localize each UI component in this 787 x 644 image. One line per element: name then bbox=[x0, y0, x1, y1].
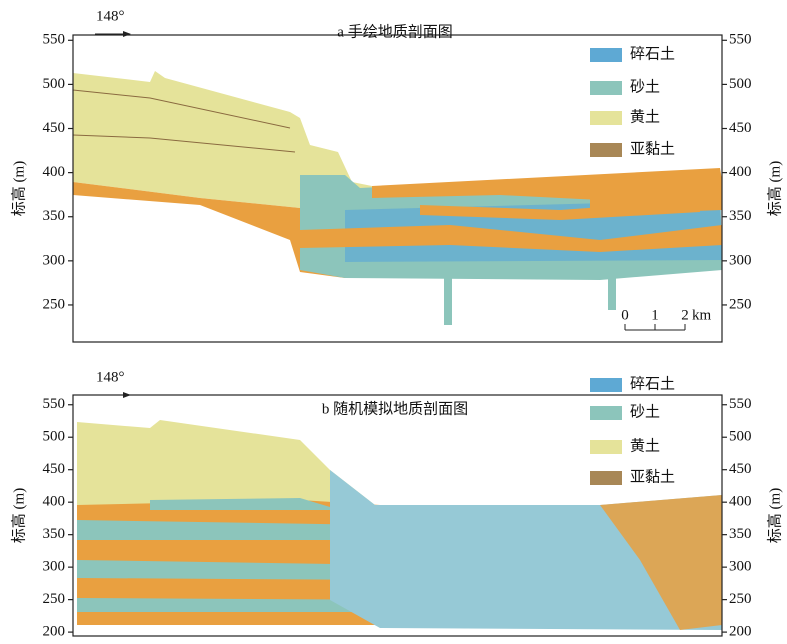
section-b bbox=[77, 420, 722, 630]
y2-tick-label: 400 bbox=[729, 164, 752, 180]
y-axis-label: 标高 (m) bbox=[10, 488, 27, 543]
y2-tick-label: 500 bbox=[729, 429, 752, 445]
y-tick-label: 500 bbox=[43, 76, 66, 92]
y-axis-label: 标高 (m) bbox=[10, 161, 27, 216]
section-a bbox=[73, 71, 722, 325]
legend-swatch bbox=[590, 48, 622, 62]
y-tick-label: 550 bbox=[43, 32, 66, 48]
direction-label: 148° bbox=[96, 8, 125, 24]
y-tick-label: 450 bbox=[43, 461, 66, 477]
y-tick-label: 300 bbox=[43, 252, 66, 268]
y-tick-label: 350 bbox=[43, 208, 66, 224]
y-tick-label: 500 bbox=[43, 429, 66, 445]
y2-tick-label: 500 bbox=[729, 76, 752, 92]
y2-tick-label: 300 bbox=[729, 252, 752, 268]
y-tick-label: 200 bbox=[43, 624, 66, 640]
figure: 250 250 300 300 350 350 400 400 450 450 500 500 550 5… bbox=[0, 0, 787, 644]
scale-label: 2 bbox=[681, 307, 689, 323]
y2-tick-label: 450 bbox=[729, 120, 752, 136]
y2-tick-label: 550 bbox=[729, 32, 752, 48]
legend-label: 黄土 bbox=[630, 437, 660, 454]
y-tick-label: 400 bbox=[43, 494, 66, 510]
y2-tick-label: 300 bbox=[729, 559, 752, 575]
y2-tick-label: 350 bbox=[729, 526, 752, 542]
legend-label: 亚黏土 bbox=[630, 140, 675, 157]
legend-swatch bbox=[590, 471, 622, 485]
legend-swatch bbox=[590, 81, 622, 95]
y2-tick-label: 350 bbox=[729, 208, 752, 224]
y-tick-label: 250 bbox=[43, 296, 66, 312]
y2-axis-label: 标高 (m) bbox=[766, 161, 783, 216]
y2-tick-label: 250 bbox=[729, 591, 752, 607]
legend-label: 碎石土 bbox=[630, 45, 675, 62]
y-tick-label: 550 bbox=[43, 396, 66, 412]
legend-label: 黄土 bbox=[630, 108, 660, 125]
y2-tick-label: 550 bbox=[729, 396, 752, 412]
scale-label: 1 bbox=[651, 307, 659, 323]
legend-swatch bbox=[590, 143, 622, 157]
y-tick-label: 350 bbox=[43, 526, 66, 542]
y2-tick-label: 200 bbox=[729, 624, 752, 640]
scale-label: 0 bbox=[621, 307, 629, 323]
legend-label: 亚黏土 bbox=[630, 468, 675, 485]
y2-axis-label: 标高 (m) bbox=[766, 488, 783, 543]
legend-label: 砂土 bbox=[630, 403, 660, 420]
y-tick-label: 250 bbox=[43, 591, 66, 607]
legend-label: 砂土 bbox=[630, 78, 660, 95]
panel-title: a 手绘地质剖面图 bbox=[337, 23, 452, 40]
scale-unit: km bbox=[692, 307, 712, 323]
y-tick-label: 300 bbox=[43, 559, 66, 575]
legend-swatch bbox=[590, 440, 622, 454]
y2-tick-label: 450 bbox=[729, 461, 752, 477]
panel-title: b 随机模拟地质剖面图 bbox=[322, 400, 468, 417]
legend-swatch bbox=[590, 111, 622, 125]
direction-label: 148° bbox=[96, 369, 125, 385]
y-tick-label: 450 bbox=[43, 120, 66, 136]
y2-tick-label: 400 bbox=[729, 494, 752, 510]
legend-swatch bbox=[590, 378, 622, 392]
legend-swatch bbox=[590, 406, 622, 420]
y2-tick-label: 250 bbox=[729, 296, 752, 312]
y-tick-label: 400 bbox=[43, 164, 66, 180]
legend-label: 碎石土 bbox=[630, 375, 675, 392]
